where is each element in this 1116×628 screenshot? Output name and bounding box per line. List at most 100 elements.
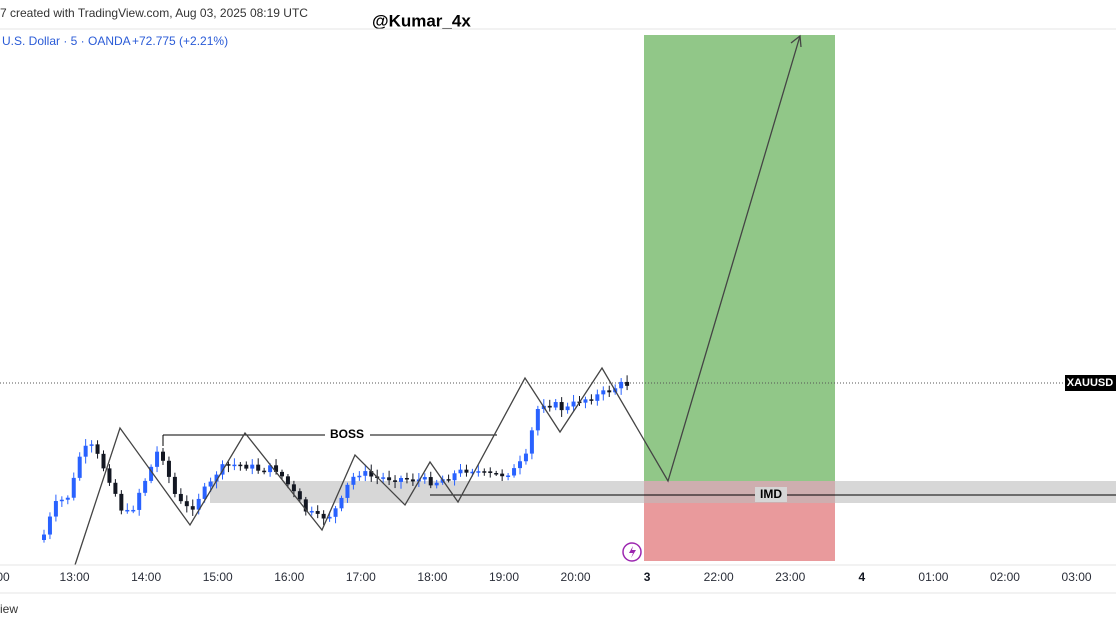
candle-body <box>280 471 284 477</box>
candle-body <box>625 381 630 386</box>
candle-body <box>232 464 237 467</box>
candle-body <box>512 468 517 476</box>
candle-body <box>65 497 70 500</box>
time-label: 03:00 <box>1062 570 1092 584</box>
candle-body <box>172 476 177 494</box>
candle-body <box>71 477 76 498</box>
candle-body <box>428 477 433 486</box>
candle-body <box>113 482 118 494</box>
candle-body <box>595 394 600 401</box>
time-label: 17:00 <box>346 570 376 584</box>
candle-body <box>77 456 82 478</box>
time-label: 23:00 <box>775 570 805 584</box>
candle-body <box>523 453 528 462</box>
candle-body <box>535 409 540 431</box>
candle-body <box>363 471 368 476</box>
candle-body <box>494 473 499 475</box>
candle-body <box>553 402 558 408</box>
candle-body <box>547 405 552 408</box>
candle-body <box>285 476 290 485</box>
candle-body <box>571 401 576 407</box>
time-label: 00 <box>0 570 10 584</box>
candle-body <box>155 451 160 467</box>
candle-body <box>351 476 356 485</box>
candle-body <box>89 444 94 446</box>
candle-body <box>333 508 338 517</box>
candle-body <box>589 399 594 401</box>
candle-body <box>59 499 64 502</box>
candle-body <box>470 471 475 474</box>
candle-body <box>256 464 261 471</box>
candle-body <box>619 381 624 389</box>
ticker-label: XAUUSD <box>1067 377 1114 389</box>
arrow-head <box>790 34 802 48</box>
candle-body <box>297 491 302 500</box>
candle-body <box>410 479 415 482</box>
symbol-name: U.S. Dollar · 5 · OANDA <box>2 34 131 48</box>
candle-body <box>315 511 320 514</box>
candle-body <box>565 406 570 411</box>
candle-body <box>125 509 130 512</box>
candle-body <box>178 493 183 502</box>
candle-body <box>452 473 457 481</box>
candle-body <box>464 469 469 473</box>
candle-body <box>476 471 481 473</box>
candle-body <box>607 390 612 393</box>
time-label: 20:00 <box>561 570 591 584</box>
time-label: 22:00 <box>704 570 734 584</box>
time-axis: 00 13:00 14:00 15:00 16:00 17:00 18:00 19:00 20:… <box>0 570 1092 584</box>
candle-body <box>250 464 255 469</box>
candle-body <box>202 486 207 499</box>
time-label: 19:00 <box>489 570 519 584</box>
candle-body <box>434 482 439 486</box>
imd-label-bg <box>755 487 787 502</box>
candle-body <box>422 477 427 480</box>
zigzag-path <box>74 35 801 566</box>
time-label: 14:00 <box>131 570 161 584</box>
ticker-tag <box>1065 375 1116 391</box>
footer-text: iew <box>0 602 18 616</box>
candle-body <box>190 506 195 510</box>
candle-body <box>101 453 106 469</box>
candle-body <box>404 478 409 480</box>
imd-label: IMD <box>760 487 782 501</box>
time-label: 4 <box>858 570 865 584</box>
candle-body <box>137 492 142 510</box>
candle-body <box>149 466 154 481</box>
candle-body <box>238 464 243 467</box>
candle-body <box>446 479 451 481</box>
candle-body <box>196 498 201 510</box>
watermark: @Kumar_4x <box>372 11 471 30</box>
candle-body <box>458 469 463 474</box>
created-note: 7 created with TradingView.com, Aug 03, … <box>0 6 308 20</box>
candle-body <box>345 484 350 498</box>
candle-body <box>482 471 487 473</box>
candle-body <box>47 516 52 535</box>
candle-body <box>119 493 124 511</box>
candle-body <box>601 390 606 395</box>
candles <box>42 375 630 543</box>
candle-body <box>381 477 386 479</box>
time-label: 16:00 <box>274 570 304 584</box>
candle-body <box>529 430 534 454</box>
candle-body <box>327 516 332 519</box>
candle-body <box>95 444 100 454</box>
time-label: 02:00 <box>990 570 1020 584</box>
candle-body <box>262 470 267 473</box>
alert-icon-bolt <box>629 546 636 558</box>
time-label: 3 <box>644 570 651 584</box>
alert-icon[interactable] <box>622 542 642 562</box>
candle-body <box>244 464 249 469</box>
candle-body <box>518 461 522 469</box>
candle-body <box>208 481 213 487</box>
candle-body <box>369 471 374 477</box>
candle-body <box>166 460 171 477</box>
candle-body <box>393 480 398 482</box>
candle-body <box>268 465 273 473</box>
candle-body <box>399 478 403 482</box>
boss-label: BOSS <box>330 427 364 441</box>
time-label: 15:00 <box>203 570 233 584</box>
candle-body <box>559 402 564 411</box>
